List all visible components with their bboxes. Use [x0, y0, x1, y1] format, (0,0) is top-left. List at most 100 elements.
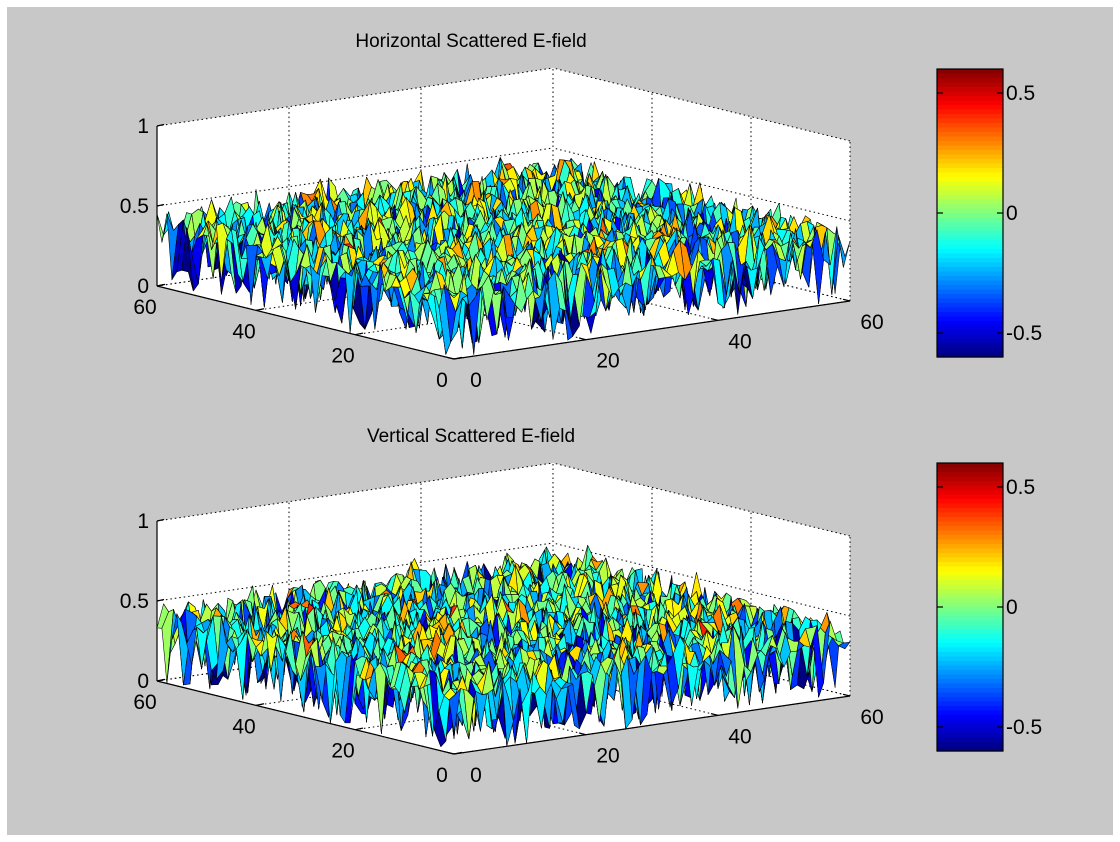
- colorbar-band: [937, 307, 1003, 313]
- z-tick-label: 0.5: [120, 195, 149, 218]
- colorbar-band: [937, 348, 1003, 354]
- colorbar-band: [937, 289, 1003, 295]
- colorbar-band: [937, 123, 1003, 129]
- y-tick-label: 60: [133, 691, 156, 714]
- colorbar-band: [937, 136, 1003, 142]
- x-tick-label: 0: [470, 369, 482, 392]
- colorbar-band: [937, 240, 1003, 246]
- colorbar-band: [937, 208, 1003, 214]
- x-tick-label: 20: [596, 350, 619, 373]
- colorbar-band: [937, 177, 1003, 183]
- grid-line: [420, 246, 719, 321]
- z-tick-label: 0: [137, 275, 149, 298]
- colorbar-band: [937, 100, 1003, 106]
- colorbar-band: [937, 190, 1003, 196]
- colorbar-tick-label: 0: [1006, 202, 1018, 225]
- colorbar-band: [937, 195, 1003, 201]
- x-tick-label: 0: [470, 764, 482, 787]
- colorbar-band: [937, 114, 1003, 120]
- colorbar-band: [937, 294, 1003, 300]
- colorbar-tick-label: 0.5: [1006, 82, 1035, 105]
- colorbar-band: [937, 244, 1003, 250]
- y-tick-mark: [354, 332, 364, 336]
- z-tick-label: 1: [137, 510, 149, 533]
- colorbar-band: [937, 321, 1003, 327]
- colorbar-band: [937, 141, 1003, 147]
- colorbar-band: [937, 339, 1003, 345]
- colorbar-band: [937, 285, 1003, 291]
- vertical-efield-plot: Vertical Scattered E-field 00.5102040600…: [120, 426, 1042, 787]
- colorbar-band: [937, 276, 1003, 282]
- y-tick-label: 60: [133, 296, 156, 319]
- figure: Horizontal Scattered E-field 0 0.5 1 0 20 40 6…: [7, 7, 1113, 835]
- colorbar-band: [937, 82, 1003, 88]
- colorbar-band: [937, 325, 1003, 331]
- colorbar-band: [937, 181, 1003, 187]
- colorbar-band: [937, 105, 1003, 111]
- colorbar-band: [937, 231, 1003, 237]
- grid-line: [156, 147, 554, 207]
- plot-title: Horizontal Scattered E-field: [355, 31, 586, 52]
- colorbar-band: [937, 280, 1003, 286]
- colorbar-band: [937, 199, 1003, 205]
- colorbar-band: [937, 159, 1003, 165]
- colorbar-band: [937, 271, 1003, 277]
- z-tick-mark: [156, 203, 165, 207]
- colorbar-band: [937, 186, 1003, 192]
- colorbar-band: [937, 222, 1003, 228]
- z-tick-mark: [156, 123, 165, 127]
- x-tick-label: 40: [728, 725, 751, 748]
- colorbar-band: [937, 168, 1003, 174]
- colorbar-band: [937, 132, 1003, 138]
- colorbar-band: [937, 303, 1003, 309]
- colorbar-band: [937, 298, 1003, 304]
- y-tick-label: 40: [232, 320, 255, 343]
- axis-line: [453, 300, 851, 360]
- y-tick-label: 40: [232, 715, 255, 738]
- x-tick-mark: [842, 298, 851, 302]
- figure-canvas: Horizontal Scattered E-field 0 0.5 1 0 20 40 6…: [120, 31, 1042, 787]
- grid-line: [552, 227, 851, 302]
- colorbar-band: [937, 217, 1003, 223]
- colorbar-band: [937, 78, 1003, 84]
- colorbar-band: [937, 226, 1003, 232]
- horizontal-efield-plot: Horizontal Scattered E-field 00.51020406…: [120, 31, 1042, 392]
- colorbar-band: [937, 235, 1003, 241]
- colorbar-band: [937, 334, 1003, 340]
- colorbar-tick-label: -0.5: [1006, 322, 1042, 345]
- grid-line: [288, 266, 587, 341]
- grid-line: [552, 147, 851, 222]
- surface-mesh: [156, 157, 851, 355]
- colorbar-band: [937, 213, 1003, 219]
- colorbar-band: [937, 145, 1003, 151]
- colorbar-band: [937, 69, 1003, 75]
- colorbar-band: [937, 262, 1003, 268]
- y-tick-mark: [453, 356, 463, 360]
- z-tick-label: 0.5: [120, 590, 149, 613]
- x-tick-label: 20: [596, 745, 619, 768]
- colorbar-band: [937, 87, 1003, 93]
- colorbar-band: [937, 150, 1003, 156]
- grid-line: [156, 67, 554, 127]
- y-tick-label: 20: [331, 740, 354, 763]
- y-tick-label: 0: [436, 764, 448, 787]
- colorbar-band: [937, 73, 1003, 79]
- colorbar-band: [937, 312, 1003, 318]
- colorbar-band: [937, 109, 1003, 115]
- colorbar-band: [937, 172, 1003, 178]
- colorbar-band: [937, 343, 1003, 349]
- colorbar-band: [937, 91, 1003, 97]
- colorbar-band: [937, 154, 1003, 160]
- grid-line: [552, 67, 851, 142]
- y-tick-label: 0: [436, 369, 448, 392]
- colorbar-band: [937, 267, 1003, 273]
- colorbar-band: [937, 163, 1003, 169]
- colorbar-band: [937, 96, 1003, 102]
- colorbar-band: [937, 249, 1003, 255]
- colorbar-band: [937, 253, 1003, 259]
- colorbar-band: [937, 127, 1003, 133]
- x-tick-label: 60: [860, 311, 883, 334]
- colorbar-band: [937, 316, 1003, 322]
- z-tick-label: 0: [137, 670, 149, 693]
- axis-line: [156, 285, 455, 360]
